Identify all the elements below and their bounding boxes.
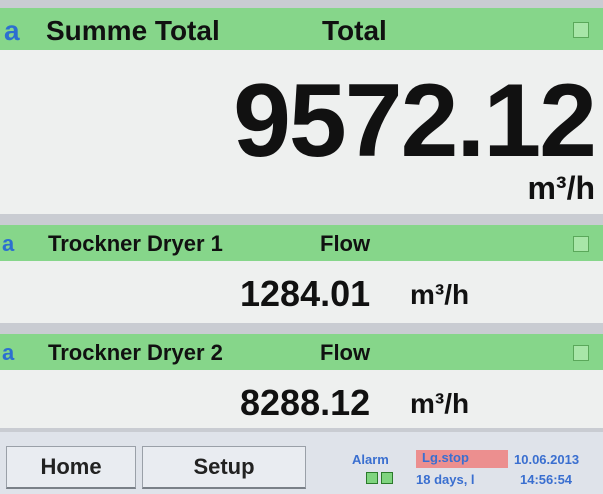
footer-bar: Home Setup Alarm Lg.stop 18 days, l 10.0… [0, 432, 603, 494]
prefix: a [2, 231, 14, 257]
checkbox [573, 22, 589, 38]
status: Lg.stop [416, 450, 508, 468]
panel-label: Total [322, 15, 387, 47]
panel-header: a Trockner Dryer 1 Flow [0, 225, 603, 261]
home-button[interactable]: Home [6, 446, 136, 489]
panel-header: a Summe Total Total [0, 8, 603, 50]
panel-label: Flow [320, 340, 370, 366]
alarm-indicator [381, 472, 393, 484]
days: 18 days, l [416, 472, 475, 487]
time: 14:56:54 [520, 472, 572, 487]
alarm-indicator [366, 472, 378, 484]
panel-title: Summe Total [46, 15, 220, 47]
panel-header: a Trockner Dryer 2 Flow [0, 334, 603, 370]
panel-title: Trockner Dryer 1 [48, 231, 223, 257]
checkbox [573, 236, 589, 252]
panel-label: Flow [320, 231, 370, 257]
setup-button[interactable]: Setup [142, 446, 306, 489]
screen: a Summe Total Total 9572.12 m³/h a Trock… [0, 0, 603, 494]
prefix: a [4, 15, 20, 47]
panel-title: Trockner Dryer 2 [48, 340, 223, 366]
value: 1284.01 [240, 273, 370, 315]
dryer1-panel: a Trockner Dryer 1 Flow 1284.01 m³/h [0, 225, 603, 323]
value: 9572.12 [233, 62, 595, 181]
prefix: a [2, 340, 14, 366]
unit: m³/h [410, 279, 469, 311]
unit: m³/h [410, 388, 469, 420]
date: 10.06.2013 [514, 452, 579, 467]
unit: m³/h [527, 170, 595, 207]
value: 8288.12 [240, 382, 370, 424]
dryer2-panel: a Trockner Dryer 2 Flow 8288.12 m³/h [0, 334, 603, 428]
checkbox [573, 345, 589, 361]
alarm-label: Alarm [352, 452, 389, 467]
total-panel: a Summe Total Total 9572.12 m³/h [0, 8, 603, 214]
